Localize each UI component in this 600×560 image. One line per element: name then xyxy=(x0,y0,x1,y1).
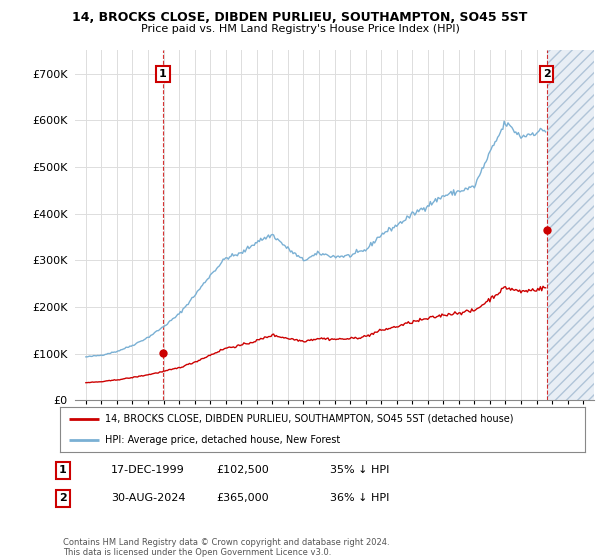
Text: 2: 2 xyxy=(59,493,67,503)
Text: Contains HM Land Registry data © Crown copyright and database right 2024.
This d: Contains HM Land Registry data © Crown c… xyxy=(63,538,389,557)
Text: 1: 1 xyxy=(59,465,67,475)
Text: 14, BROCKS CLOSE, DIBDEN PURLIEU, SOUTHAMPTON, SO45 5ST (detached house): 14, BROCKS CLOSE, DIBDEN PURLIEU, SOUTHA… xyxy=(104,414,513,424)
Text: 14, BROCKS CLOSE, DIBDEN PURLIEU, SOUTHAMPTON, SO45 5ST: 14, BROCKS CLOSE, DIBDEN PURLIEU, SOUTHA… xyxy=(73,11,527,24)
Text: 2: 2 xyxy=(543,69,551,79)
Bar xyxy=(547,50,594,400)
Text: 17-DEC-1999: 17-DEC-1999 xyxy=(111,465,185,475)
Text: HPI: Average price, detached house, New Forest: HPI: Average price, detached house, New … xyxy=(104,435,340,445)
Text: £365,000: £365,000 xyxy=(216,493,269,503)
Text: 30-AUG-2024: 30-AUG-2024 xyxy=(111,493,185,503)
Text: 36% ↓ HPI: 36% ↓ HPI xyxy=(330,493,389,503)
Text: £102,500: £102,500 xyxy=(216,465,269,475)
Text: Price paid vs. HM Land Registry's House Price Index (HPI): Price paid vs. HM Land Registry's House … xyxy=(140,24,460,34)
Text: 1: 1 xyxy=(159,69,167,79)
Text: 35% ↓ HPI: 35% ↓ HPI xyxy=(330,465,389,475)
